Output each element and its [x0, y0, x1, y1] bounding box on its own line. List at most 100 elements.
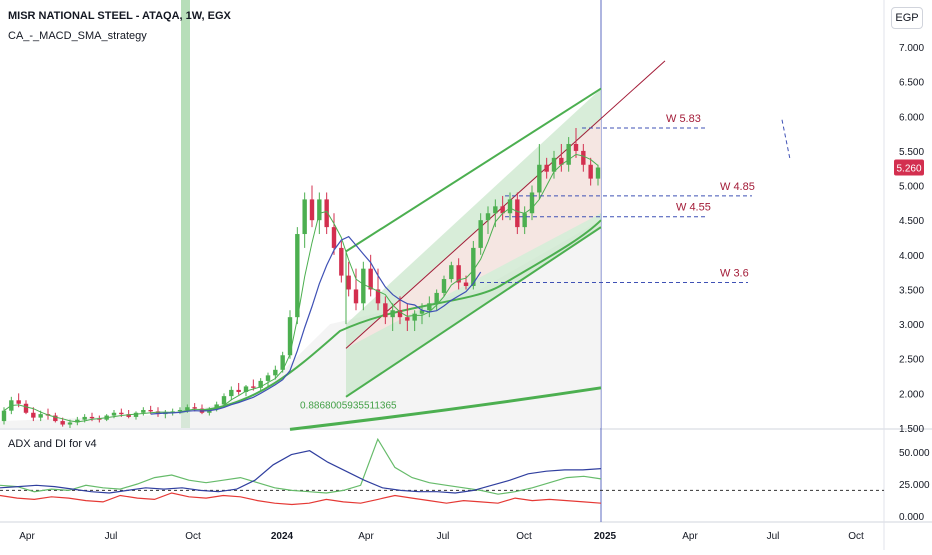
trend-line: [345, 60, 666, 349]
candle-body: [361, 268, 366, 304]
candle-body: [89, 416, 95, 419]
time-tick-label: 2024: [271, 531, 294, 542]
candle-body: [427, 303, 432, 311]
level-36-label: W 3.6: [720, 268, 749, 280]
candle-body: [493, 206, 498, 214]
time-tick-label: Jul: [437, 531, 450, 542]
candle-body: [559, 157, 564, 165]
short-ma-line: [3, 153, 599, 423]
price-tick-label: 6.500: [899, 78, 924, 89]
price-tick-label: 1.500: [899, 424, 924, 435]
candle-body: [16, 400, 21, 404]
time-tick-label: 2025: [594, 531, 617, 542]
candle-body: [287, 317, 293, 356]
level-485-label: W 4.85: [720, 181, 755, 193]
candle-body: [273, 369, 278, 376]
candle-body: [331, 227, 337, 248]
candle-body: [581, 150, 586, 165]
candle-body: [397, 310, 403, 318]
candle-body: [141, 409, 146, 413]
adx-line: [0, 450, 602, 494]
candle-body: [258, 380, 263, 388]
candle-body: [353, 289, 359, 304]
time-tick-label: Oct: [516, 531, 532, 542]
candle-body: [478, 220, 483, 248]
channel-lower-line: [345, 226, 602, 398]
time-tick-label: Apr: [358, 531, 374, 542]
candle-body: [507, 199, 513, 214]
candle-body: [229, 389, 234, 397]
grey-zone: [0, 220, 601, 428]
candle-body: [236, 389, 241, 392]
price-tick-label: 2.000: [899, 389, 924, 400]
candle-body: [177, 409, 183, 412]
candle-body: [155, 411, 161, 415]
highlight-bar: [181, 0, 190, 428]
candle-body: [544, 164, 549, 172]
candle-body: [368, 268, 373, 290]
candle-body: [383, 303, 388, 318]
candle-body: [185, 407, 190, 410]
candle-body: [317, 199, 322, 221]
candle-body: [566, 143, 571, 165]
candle-body: [251, 386, 256, 388]
price-tick-label: 2.500: [899, 355, 924, 366]
candle-body: [148, 409, 153, 412]
price-tick-label: 4.500: [899, 216, 924, 227]
candle-body: [588, 164, 593, 179]
candle-body: [515, 199, 520, 228]
candle-body: [405, 317, 410, 321]
time-tick-label: Oct: [185, 531, 201, 542]
candle-body: [243, 386, 249, 392]
price-tick-label: 5.000: [899, 182, 924, 193]
candle-body: [449, 265, 454, 280]
candle-body: [265, 375, 271, 381]
strategy-name[interactable]: CA_-_MACD_SMA_strategy: [8, 30, 147, 42]
candle-body: [75, 419, 80, 423]
candle-body: [375, 289, 381, 304]
candle-body: [23, 403, 29, 413]
price-tick-label: 3.000: [899, 320, 924, 331]
price-tick-label: 5.500: [899, 147, 924, 158]
price-badge: [894, 159, 924, 176]
price-tick-label: 3.500: [899, 285, 924, 296]
candle-body: [38, 414, 43, 418]
candle-body: [126, 414, 131, 417]
adx-title[interactable]: ADX and DI for v4: [8, 438, 97, 450]
currency-button[interactable]: EGP: [891, 7, 923, 29]
candle-body: [133, 412, 139, 417]
price-tick-label: 4.000: [899, 251, 924, 262]
candle-body: [346, 275, 351, 290]
candle-body: [192, 407, 197, 409]
candle-body: [214, 404, 219, 409]
time-tick-label: Oct: [848, 531, 864, 542]
candle-body: [119, 412, 124, 415]
candle-body: [280, 355, 285, 370]
candle-body: [463, 282, 469, 286]
candle-body: [537, 164, 542, 193]
candle-body: [419, 310, 425, 314]
price-badge-label[interactable]: 5.260: [896, 164, 921, 175]
candle-body: [456, 265, 461, 283]
candle-body: [324, 199, 329, 228]
symbol-title[interactable]: MISR NATIONAL STEEL - ATAQA, 1W, EGX: [8, 10, 231, 22]
channel-upper-line: [345, 87, 602, 253]
long-ma-line: [289, 386, 602, 431]
candle-body: [485, 213, 491, 221]
price-tick-label: 6.000: [899, 112, 924, 123]
candle-body: [529, 192, 535, 214]
time-tick-label: Jul: [105, 531, 118, 542]
candle-body: [82, 416, 87, 420]
candle-body: [339, 247, 344, 276]
candle-body: [412, 313, 417, 321]
candle-body: [221, 396, 227, 405]
candle-body: [67, 422, 73, 425]
candle-body: [471, 247, 476, 286]
adx-tick-label: 0.000: [899, 512, 924, 523]
time-tick-label: Apr: [19, 531, 35, 542]
candle-body: [595, 167, 601, 179]
adx-tick-label: 50.000: [899, 448, 930, 459]
medium-ma-line: [199, 219, 602, 412]
